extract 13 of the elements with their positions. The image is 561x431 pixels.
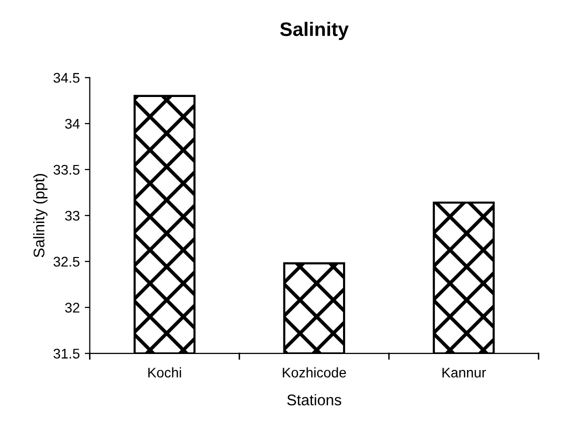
y-tick-label: 34.5 xyxy=(54,72,80,83)
x-axis-title: Stations xyxy=(287,394,342,406)
y-tick-label: 31.5 xyxy=(54,348,80,359)
y-tick-label: 33.5 xyxy=(54,164,80,175)
x-tick-label: Kozhicode xyxy=(282,367,346,378)
y-tick-label: 34 xyxy=(65,118,80,129)
x-tick-label: Kochi xyxy=(148,367,181,378)
x-tick-label: Kannur xyxy=(442,368,486,378)
y-tick-label: 33 xyxy=(65,210,80,221)
y-tick-label: 32.5 xyxy=(54,256,80,267)
y-axis-title: Salinity (ppt) xyxy=(33,174,48,258)
y-tick-label: 32 xyxy=(65,302,80,313)
chart-title: Salinity xyxy=(280,22,349,40)
